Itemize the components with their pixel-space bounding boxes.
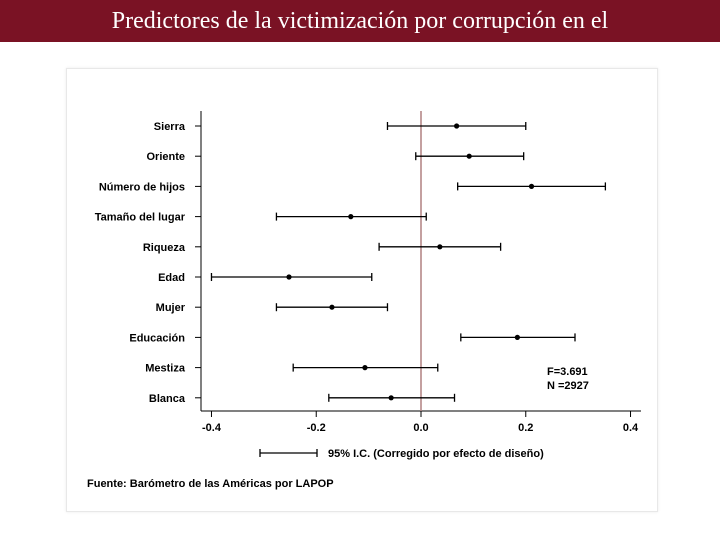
x-tick-label: 0.2 — [518, 422, 533, 434]
category-label: Mestiza — [145, 363, 186, 375]
estimate-point — [388, 395, 394, 401]
rows-group: Sierra Oriente Número de hijos Tamaño del l… — [95, 121, 607, 405]
category-label: Edad — [158, 272, 185, 284]
legend: 95% I.C. (Corregido por efecto de diseño… — [259, 448, 544, 460]
category-label: Tamaño del lugar — [95, 212, 186, 224]
estimate-point — [362, 365, 368, 371]
x-tick-label: -0.2 — [307, 422, 326, 434]
x-tick-label: -0.4 — [202, 422, 222, 434]
category-label: Número de hijos — [99, 181, 185, 193]
category-label: Blanca — [149, 393, 186, 405]
estimate-point — [437, 244, 443, 250]
n-statistic: N =2927 — [547, 380, 589, 392]
x-tick-label: 0.0 — [413, 422, 428, 434]
category-label: Educación — [129, 332, 185, 344]
estimate-point — [454, 123, 460, 129]
estimate-point — [466, 153, 472, 159]
estimate-point — [286, 274, 292, 280]
coefficient-chart: Sierra Oriente Número de hijos Tamaño del l… — [87, 111, 641, 490]
plot-area: Sierra Oriente Número de hijos Tamaño del l… — [95, 111, 641, 434]
category-label: Mujer — [156, 302, 186, 314]
x-ticks-group: -0.4 -0.2 0.0 0.2 0.4 — [202, 411, 639, 434]
category-label: Oriente — [146, 151, 185, 163]
source-note: Fuente: Barómetro de las Américas por LA… — [87, 478, 334, 490]
chart-frame: Sierra Oriente Número de hijos Tamaño del l… — [66, 68, 658, 512]
category-label: Riqueza — [143, 242, 186, 254]
slide-title: Predictores de la victimización por corr… — [0, 0, 720, 42]
category-label: Sierra — [154, 121, 186, 133]
estimate-point — [514, 334, 520, 340]
estimate-point — [528, 183, 535, 189]
f-statistic: F=3.691 — [547, 366, 588, 378]
legend-label: 95% I.C. (Corregido por efecto de diseño… — [328, 448, 544, 460]
x-tick-label: 0.4 — [623, 422, 639, 434]
estimate-point — [329, 304, 335, 310]
estimate-point — [348, 214, 354, 220]
